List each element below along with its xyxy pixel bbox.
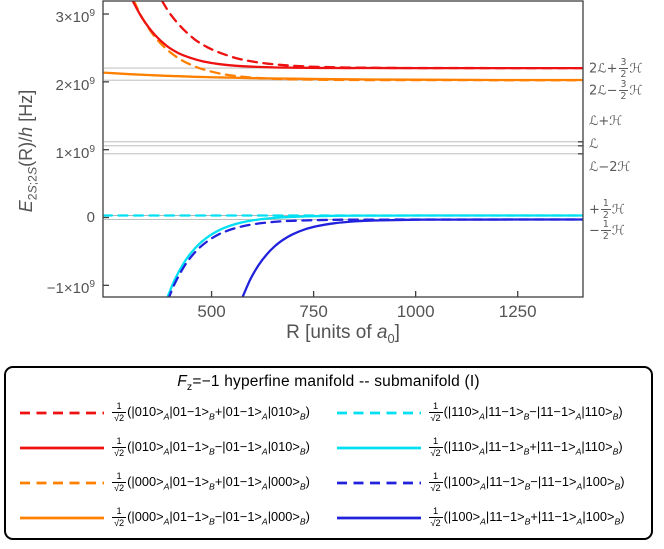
- legend-title: Fz=−1 hyperfine manifold -- submanifold …: [177, 373, 480, 394]
- y-tick-label: 2×109: [55, 75, 95, 94]
- legend-formula: 1 √2 (|000>A|01−1>B−|01−1>A|000>B): [112, 505, 310, 529]
- legend-formula: 1 √2 (|010>A|01−1>B+|01−1>A|010>B): [112, 400, 310, 424]
- legend-swatch-red-solid: [20, 446, 104, 449]
- energy-level-plot: [102, 0, 584, 298]
- legend-swatch-red-dashed: [20, 411, 104, 414]
- curve-blue-solid: [241, 218, 583, 297]
- legend-item-red-dashed: 1 √2 (|010>A|01−1>B+|01−1>A|010>B): [12, 395, 329, 430]
- legend-formula: 1 √2 (|010>A|01−1>B−|01−1>A|010>B): [112, 435, 310, 459]
- level-label: ℒ+ℋ: [589, 114, 623, 129]
- legend-swatch-cyan-solid: [336, 446, 421, 449]
- level-label: ℒ: [589, 137, 599, 152]
- level-label: ℒ−2ℋ: [589, 160, 631, 175]
- y-tick-label: 0: [86, 208, 95, 226]
- legend-formula: 1 √2 (|100>A|11−1>B+|11−1>A|100>B): [428, 505, 625, 529]
- legend-grid: 1 √2 (|010>A|01−1>B+|01−1>A|010>B) 1 √2 (|010…: [12, 395, 645, 535]
- legend-item-blue-dashed: 1 √2 (|100>A|11−1>B−|11−1>A|100>B): [329, 465, 646, 500]
- level-label: 2ℒ− 3 2 ℋ: [589, 79, 643, 103]
- curve-orange-dashed: [132, 1, 583, 82]
- legend-swatch-blue-solid: [336, 516, 421, 519]
- curve-blue-dashed: [168, 218, 583, 297]
- legend-formula: 1 √2 (|110>A|11−1>B+|11−1>A|110>B): [428, 435, 623, 459]
- legend-swatch-orange-dashed: [20, 481, 104, 484]
- legend-item-cyan-solid: 1 √2 (|110>A|11−1>B+|11−1>A|110>B): [329, 430, 646, 465]
- legend-formula: 1 √2 (|100>A|11−1>B−|11−1>A|100>B): [428, 470, 625, 494]
- legend-item-orange-dashed: 1 √2 (|000>A|01−1>B+|01−1>A|000>B): [12, 465, 329, 500]
- legend-swatch-cyan-dashed: [336, 411, 421, 414]
- level-label: +1 2 ℋ: [589, 198, 625, 222]
- y-tick-label: 1×109: [55, 143, 95, 162]
- level-label: −1 2 ℋ: [589, 219, 625, 243]
- plot-frame: [102, 0, 584, 298]
- legend-formula: 1 √2 (|000>A|01−1>B+|01−1>A|000>B): [112, 470, 310, 494]
- level-label: 2ℒ+ 3 2 ℋ: [589, 57, 643, 81]
- legend-item-blue-solid: 1 √2 (|100>A|11−1>B+|11−1>A|100>B): [329, 500, 646, 535]
- curve-cyan-solid: [166, 214, 583, 297]
- x-axis-label: R [units of a0]: [286, 322, 400, 346]
- legend-swatch-orange-solid: [20, 516, 104, 519]
- legend-item-cyan-dashed: 1 √2 (|110>A|11−1>B−|11−1>A|110>B): [329, 395, 646, 430]
- y-tick-label: 3×109: [55, 8, 95, 27]
- curve-red-dashed: [161, 1, 583, 70]
- legend-item-orange-solid: 1 √2 (|000>A|01−1>B−|01−1>A|000>B): [12, 500, 329, 535]
- x-tick-label: 750: [299, 302, 328, 321]
- x-tick-label: 500: [197, 302, 226, 321]
- legend-swatch-blue-dashed: [336, 481, 421, 484]
- y-tick-label: −1×109: [46, 279, 95, 298]
- legend-box: Fz=−1 hyperfine manifold -- submanifold …: [4, 366, 653, 540]
- x-tick-label: 1250: [498, 302, 537, 321]
- legend-item-red-solid: 1 √2 (|010>A|01−1>B−|01−1>A|010>B): [12, 430, 329, 465]
- curve-red-solid: [131, 1, 583, 70]
- legend-formula: 1 √2 (|110>A|11−1>B−|11−1>A|110>B): [428, 400, 623, 424]
- x-tick-label: 1000: [396, 302, 435, 321]
